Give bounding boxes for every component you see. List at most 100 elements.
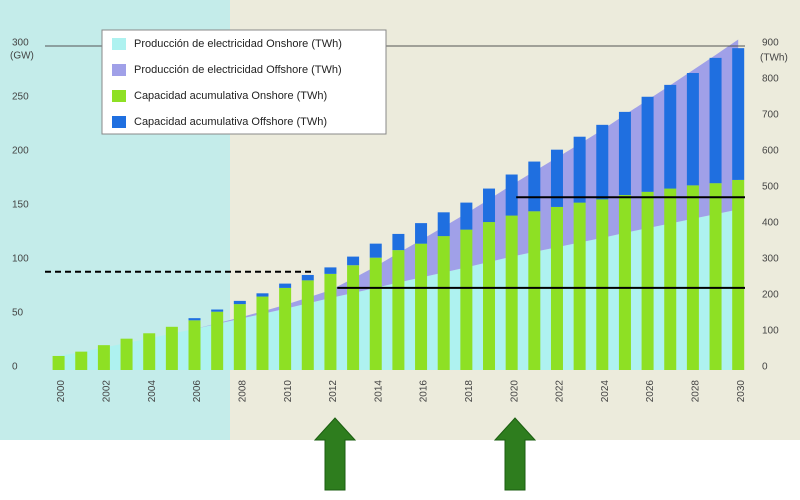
bar bbox=[143, 333, 156, 370]
y2-tick-label: 800 bbox=[762, 74, 779, 85]
legend-swatch bbox=[112, 116, 126, 128]
bar bbox=[233, 304, 246, 370]
bar bbox=[686, 73, 699, 186]
y-tick-label: 50 bbox=[12, 308, 24, 319]
bar bbox=[573, 136, 586, 203]
y2-axis-unit: (TWh) bbox=[760, 53, 788, 64]
x-tick-label: 2026 bbox=[645, 380, 656, 403]
bar bbox=[392, 250, 405, 370]
legend-swatch bbox=[112, 90, 126, 102]
bar bbox=[256, 296, 269, 370]
bar bbox=[709, 57, 722, 184]
bar bbox=[97, 345, 110, 370]
y-axis-unit: (GW) bbox=[10, 51, 34, 62]
bar bbox=[301, 274, 314, 281]
x-tick-label: 2018 bbox=[464, 380, 475, 403]
legend-label: Capacidad acumulativa Offshore (TWh) bbox=[134, 116, 327, 128]
bar bbox=[369, 243, 382, 258]
y-tick-label: 200 bbox=[12, 146, 29, 157]
legend-label: Capacidad acumulativa Onshore (TWh) bbox=[134, 90, 327, 102]
x-tick-label: 2004 bbox=[147, 380, 158, 403]
bar bbox=[211, 309, 224, 312]
bar bbox=[211, 311, 224, 370]
x-tick-label: 2024 bbox=[600, 380, 611, 403]
plot bbox=[45, 39, 745, 370]
x-tick-label: 2008 bbox=[237, 380, 248, 403]
y2-tick-label: 400 bbox=[762, 218, 779, 229]
bar bbox=[415, 223, 428, 244]
bar bbox=[641, 96, 654, 192]
bar bbox=[460, 202, 473, 230]
bar bbox=[188, 318, 201, 321]
bar bbox=[573, 202, 586, 370]
legend-label: Producción de electricidad Offshore (TWh… bbox=[134, 64, 342, 76]
bar bbox=[347, 256, 360, 266]
y2-tick-label: 900 bbox=[762, 38, 779, 49]
bar bbox=[369, 257, 382, 370]
legend-swatch bbox=[112, 64, 126, 76]
bar bbox=[324, 273, 337, 370]
x-tick-label: 2020 bbox=[509, 380, 520, 403]
bar bbox=[618, 195, 631, 370]
bar bbox=[664, 84, 677, 189]
y2-tick-label: 100 bbox=[762, 326, 779, 337]
x-tick-label: 2006 bbox=[192, 380, 203, 403]
bar bbox=[550, 149, 563, 207]
bar bbox=[52, 355, 65, 370]
bar bbox=[483, 188, 496, 223]
x-tick-label: 2000 bbox=[56, 380, 67, 403]
bar bbox=[528, 161, 541, 212]
bar bbox=[392, 233, 405, 251]
x-tick-label: 2030 bbox=[736, 380, 747, 403]
legend-swatch bbox=[112, 38, 126, 50]
legend-label: Producción de electricidad Onshore (TWh) bbox=[134, 38, 342, 50]
bar bbox=[483, 222, 496, 370]
bar bbox=[188, 320, 201, 370]
bar bbox=[256, 293, 269, 297]
y-tick-label: 250 bbox=[12, 92, 29, 103]
bar bbox=[596, 124, 609, 200]
y2-tick-label: 300 bbox=[762, 254, 779, 265]
bar bbox=[233, 300, 246, 305]
bar bbox=[165, 326, 178, 370]
arrow bbox=[313, 417, 537, 491]
bar bbox=[618, 111, 631, 196]
x-tick-label: 2022 bbox=[555, 380, 566, 403]
bar bbox=[279, 283, 292, 288]
bar bbox=[709, 183, 722, 370]
legend: Producción de electricidad Onshore (TWh)… bbox=[101, 29, 387, 135]
y2-tick-label: 500 bbox=[762, 182, 779, 193]
bar bbox=[732, 48, 745, 180]
y2-tick-label: 0 bbox=[762, 362, 768, 373]
bar bbox=[301, 280, 314, 370]
arrow-up bbox=[313, 417, 357, 491]
y2-tick-label: 600 bbox=[762, 146, 779, 157]
bar bbox=[415, 243, 428, 370]
x-tick-label: 2016 bbox=[419, 380, 430, 403]
bar bbox=[596, 199, 609, 370]
bar bbox=[324, 267, 337, 274]
bar bbox=[664, 188, 677, 370]
y-tick-label: 300 bbox=[12, 38, 29, 49]
y-tick-label: 0 bbox=[12, 362, 18, 373]
bar bbox=[279, 287, 292, 370]
bar bbox=[75, 351, 88, 370]
x-tick-label: 2012 bbox=[328, 380, 339, 403]
arrow-up bbox=[493, 417, 537, 491]
x-tick-label: 2028 bbox=[691, 380, 702, 403]
bar bbox=[686, 185, 699, 370]
bar bbox=[505, 215, 518, 370]
bar bbox=[460, 229, 473, 370]
y-tick-label: 150 bbox=[12, 200, 29, 211]
x-tick-label: 2010 bbox=[283, 380, 294, 403]
y2-tick-label: 200 bbox=[762, 290, 779, 301]
x-tick-label: 2002 bbox=[102, 380, 113, 403]
y2-tick-label: 700 bbox=[762, 110, 779, 121]
x-tick-label: 2014 bbox=[373, 380, 384, 403]
legend-box bbox=[101, 29, 387, 135]
bar bbox=[732, 179, 745, 370]
bar bbox=[120, 338, 133, 370]
y-tick-label: 100 bbox=[12, 254, 29, 265]
bar bbox=[437, 212, 450, 237]
